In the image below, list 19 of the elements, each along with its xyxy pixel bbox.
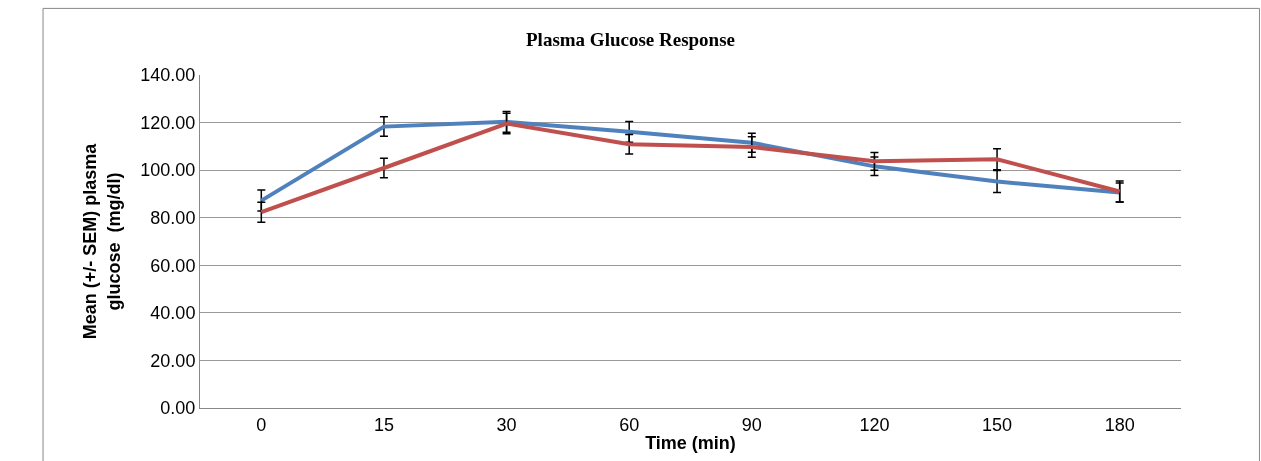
y-tick-label: 80.00: [150, 208, 196, 229]
x-tick-label: 0: [256, 414, 267, 435]
x-tick-label: 60: [619, 414, 640, 435]
y-axis-title: Mean (+/- SEM) plasma glucose (mg/dl): [80, 142, 124, 340]
x-axis-title: Time (min): [645, 432, 736, 453]
y-tick-label: 60.00: [150, 255, 196, 276]
x-tick-label: 180: [1104, 414, 1135, 435]
x-tick-label: 150: [982, 414, 1013, 435]
y-tick-label: 100.00: [140, 160, 196, 181]
y-tick-label: 140.00: [140, 65, 196, 86]
x-tick-label: 30: [496, 414, 517, 435]
x-tick-label: 15: [373, 414, 394, 435]
x-tick-label: 90: [741, 414, 762, 435]
y-tick-label: 20.00: [150, 350, 196, 371]
y-tick-label: 0.00: [160, 398, 196, 419]
chart-title: Plasma Glucose Response: [526, 28, 735, 50]
y-tick-label: 40.00: [150, 303, 196, 324]
x-tick-label: 120: [859, 414, 890, 435]
y-tick-label: 120.00: [140, 112, 196, 133]
